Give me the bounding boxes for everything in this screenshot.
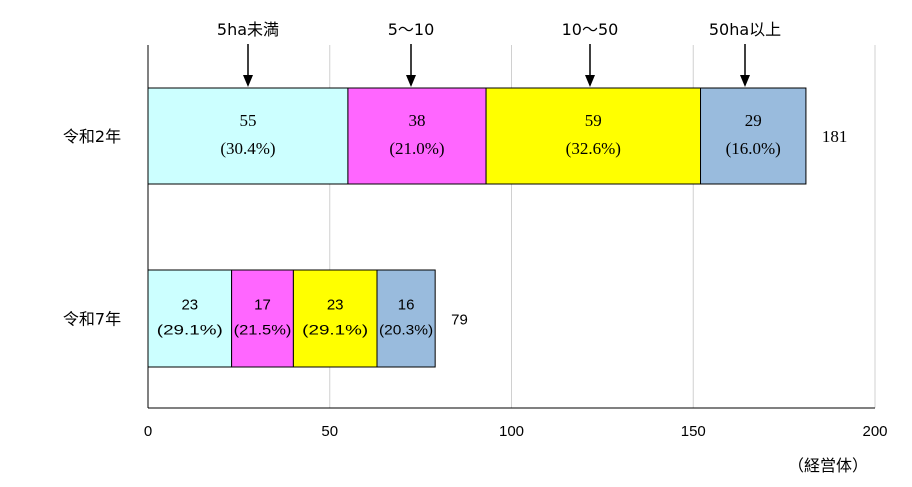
legend-arrow-head-0: [243, 75, 253, 87]
percent-label-0-0: (30.4%): [220, 139, 275, 158]
bar-segment-0-2: [485, 87, 702, 185]
percent-label-0-1: (21.0%): [389, 139, 444, 158]
bar-segment-0-1: [347, 87, 487, 185]
value-label-0-3: 29: [745, 111, 762, 130]
x-tick-label-0: 0: [144, 423, 152, 440]
x-tick-label-200: 200: [862, 423, 887, 440]
percent-label-1-2: (29.1%): [302, 322, 368, 338]
legend-arrow-head-3: [740, 75, 750, 87]
x-tick-label-50: 50: [321, 423, 338, 440]
percent-label-1-1: (21.5%): [234, 322, 292, 338]
value-label-1-1: 17: [254, 297, 271, 314]
value-label-0-0: 55: [239, 111, 256, 130]
x-tick-label-100: 100: [499, 423, 524, 440]
total-label-1: 79: [451, 312, 468, 329]
bar-segment-0-3: [700, 87, 807, 185]
value-label-1-3: 16: [398, 297, 415, 314]
bar-segment-1-0: [147, 269, 233, 368]
total-label-0: 181: [822, 127, 848, 146]
bar-segment-0-0: [147, 87, 349, 185]
percent-label-1-3: (20.3%): [379, 322, 433, 338]
legend-label-3: 50ha以上: [709, 20, 781, 39]
legend-label-0: 5ha未満: [217, 20, 279, 39]
x-tick-label-150: 150: [681, 423, 706, 440]
category-label-1: 令和7年: [63, 310, 121, 329]
unit-label: （経営体）: [788, 456, 868, 475]
category-label-0: 令和2年: [63, 127, 121, 146]
value-label-1-2: 23: [327, 297, 344, 314]
bar-segment-1-2: [292, 269, 378, 368]
bar-segment-1-3: [376, 269, 436, 368]
legend-arrow-head-2: [585, 75, 595, 87]
value-label-0-1: 38: [408, 111, 425, 130]
legend-label-1: 5～10: [388, 20, 435, 39]
value-label-0-2: 59: [585, 111, 602, 130]
bar-segment-1-1: [231, 269, 294, 368]
percent-label-1-0: (29.1%): [157, 322, 223, 338]
legend-label-2: 10～50: [562, 20, 619, 39]
legend-arrow-head-1: [406, 75, 416, 87]
percent-label-0-2: (32.6%): [566, 139, 621, 158]
percent-label-0-3: (16.0%): [726, 139, 781, 158]
value-label-1-0: 23: [181, 297, 198, 314]
